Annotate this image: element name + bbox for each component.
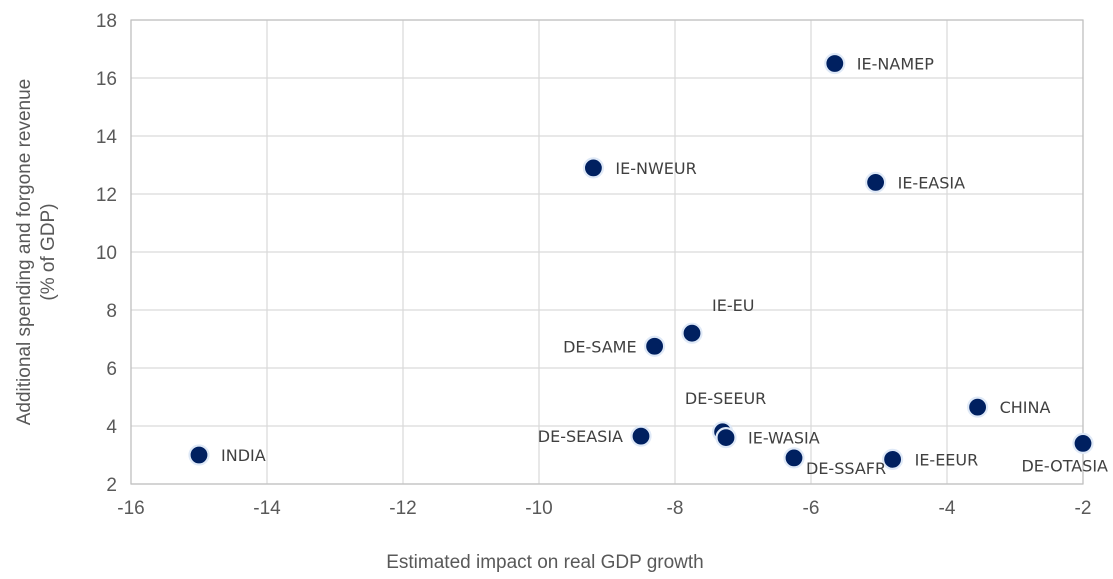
- data-point: [715, 427, 737, 449]
- y-tick-label: 14: [96, 127, 118, 148]
- data-point: [864, 171, 887, 193]
- data-point: [1072, 432, 1094, 454]
- data-label: IE-EU: [712, 296, 754, 315]
- plot-area-frame: [130, 19, 1084, 485]
- axis-ticks: -16 -14 -12 -10 -8 -6 -4 -2 2 4 6 8 10 12 14 16 18: [96, 11, 1092, 519]
- y-tick-label: 4: [106, 417, 117, 438]
- data-label: DE-SAME: [563, 337, 637, 356]
- data-point: [582, 157, 605, 179]
- data-point: [681, 322, 703, 344]
- data-point: [630, 425, 652, 447]
- data-label: DE-SSAFR: [806, 459, 886, 478]
- data-label: DE-SEEUR: [685, 389, 766, 408]
- data-labels: INDIA IE-NWEUR IE-NAMEP IE-EASIA IE-EU DE-SAM…: [221, 55, 1108, 478]
- gridlines: [130, 19, 1084, 485]
- data-points: [188, 52, 1094, 470]
- x-tick-label: -10: [525, 498, 552, 519]
- data-point: [783, 447, 805, 469]
- y-tick-label: 10: [96, 243, 117, 264]
- data-label: CHINA: [1000, 398, 1051, 417]
- data-point: [824, 52, 846, 75]
- data-point: [643, 335, 666, 357]
- data-label: DE-SEASIA: [538, 427, 623, 446]
- y-tick-label: 8: [106, 301, 117, 322]
- x-axis-title: Estimated impact on real GDP growth: [386, 552, 704, 573]
- x-tick-label: -14: [253, 498, 281, 519]
- data-label: IE-NWEUR: [615, 159, 696, 178]
- x-tick-label: -2: [1075, 498, 1092, 519]
- data-point: [881, 448, 904, 470]
- data-point: [188, 444, 210, 466]
- data-label: IE-EASIA: [898, 173, 966, 192]
- data-label: IE-NAMEP: [857, 55, 934, 74]
- y-tick-label: 2: [106, 475, 117, 496]
- y-tick-label: 12: [96, 185, 117, 206]
- y-axis-title-line-1: Additional spending and forgone revenue: [14, 79, 35, 426]
- data-label: IE-WASIA: [748, 429, 820, 448]
- x-tick-label: -12: [389, 498, 416, 519]
- y-tick-label: 16: [96, 69, 117, 90]
- data-label: IE-EEUR: [915, 450, 979, 469]
- y-axis-title-line-2: (% of GDP): [38, 203, 59, 300]
- y-axis-title: Additional spending and forgone revenue …: [14, 79, 59, 426]
- x-tick-label: -8: [667, 498, 684, 519]
- y-tick-label: 6: [106, 359, 117, 380]
- x-tick-label: -4: [939, 498, 956, 519]
- x-tick-label: -6: [803, 498, 820, 519]
- data-point: [966, 396, 989, 418]
- x-tick-label: -16: [117, 498, 144, 519]
- y-tick-label: 18: [96, 11, 117, 32]
- data-label: INDIA: [221, 446, 266, 465]
- data-label: DE-OTASIA: [1021, 456, 1108, 475]
